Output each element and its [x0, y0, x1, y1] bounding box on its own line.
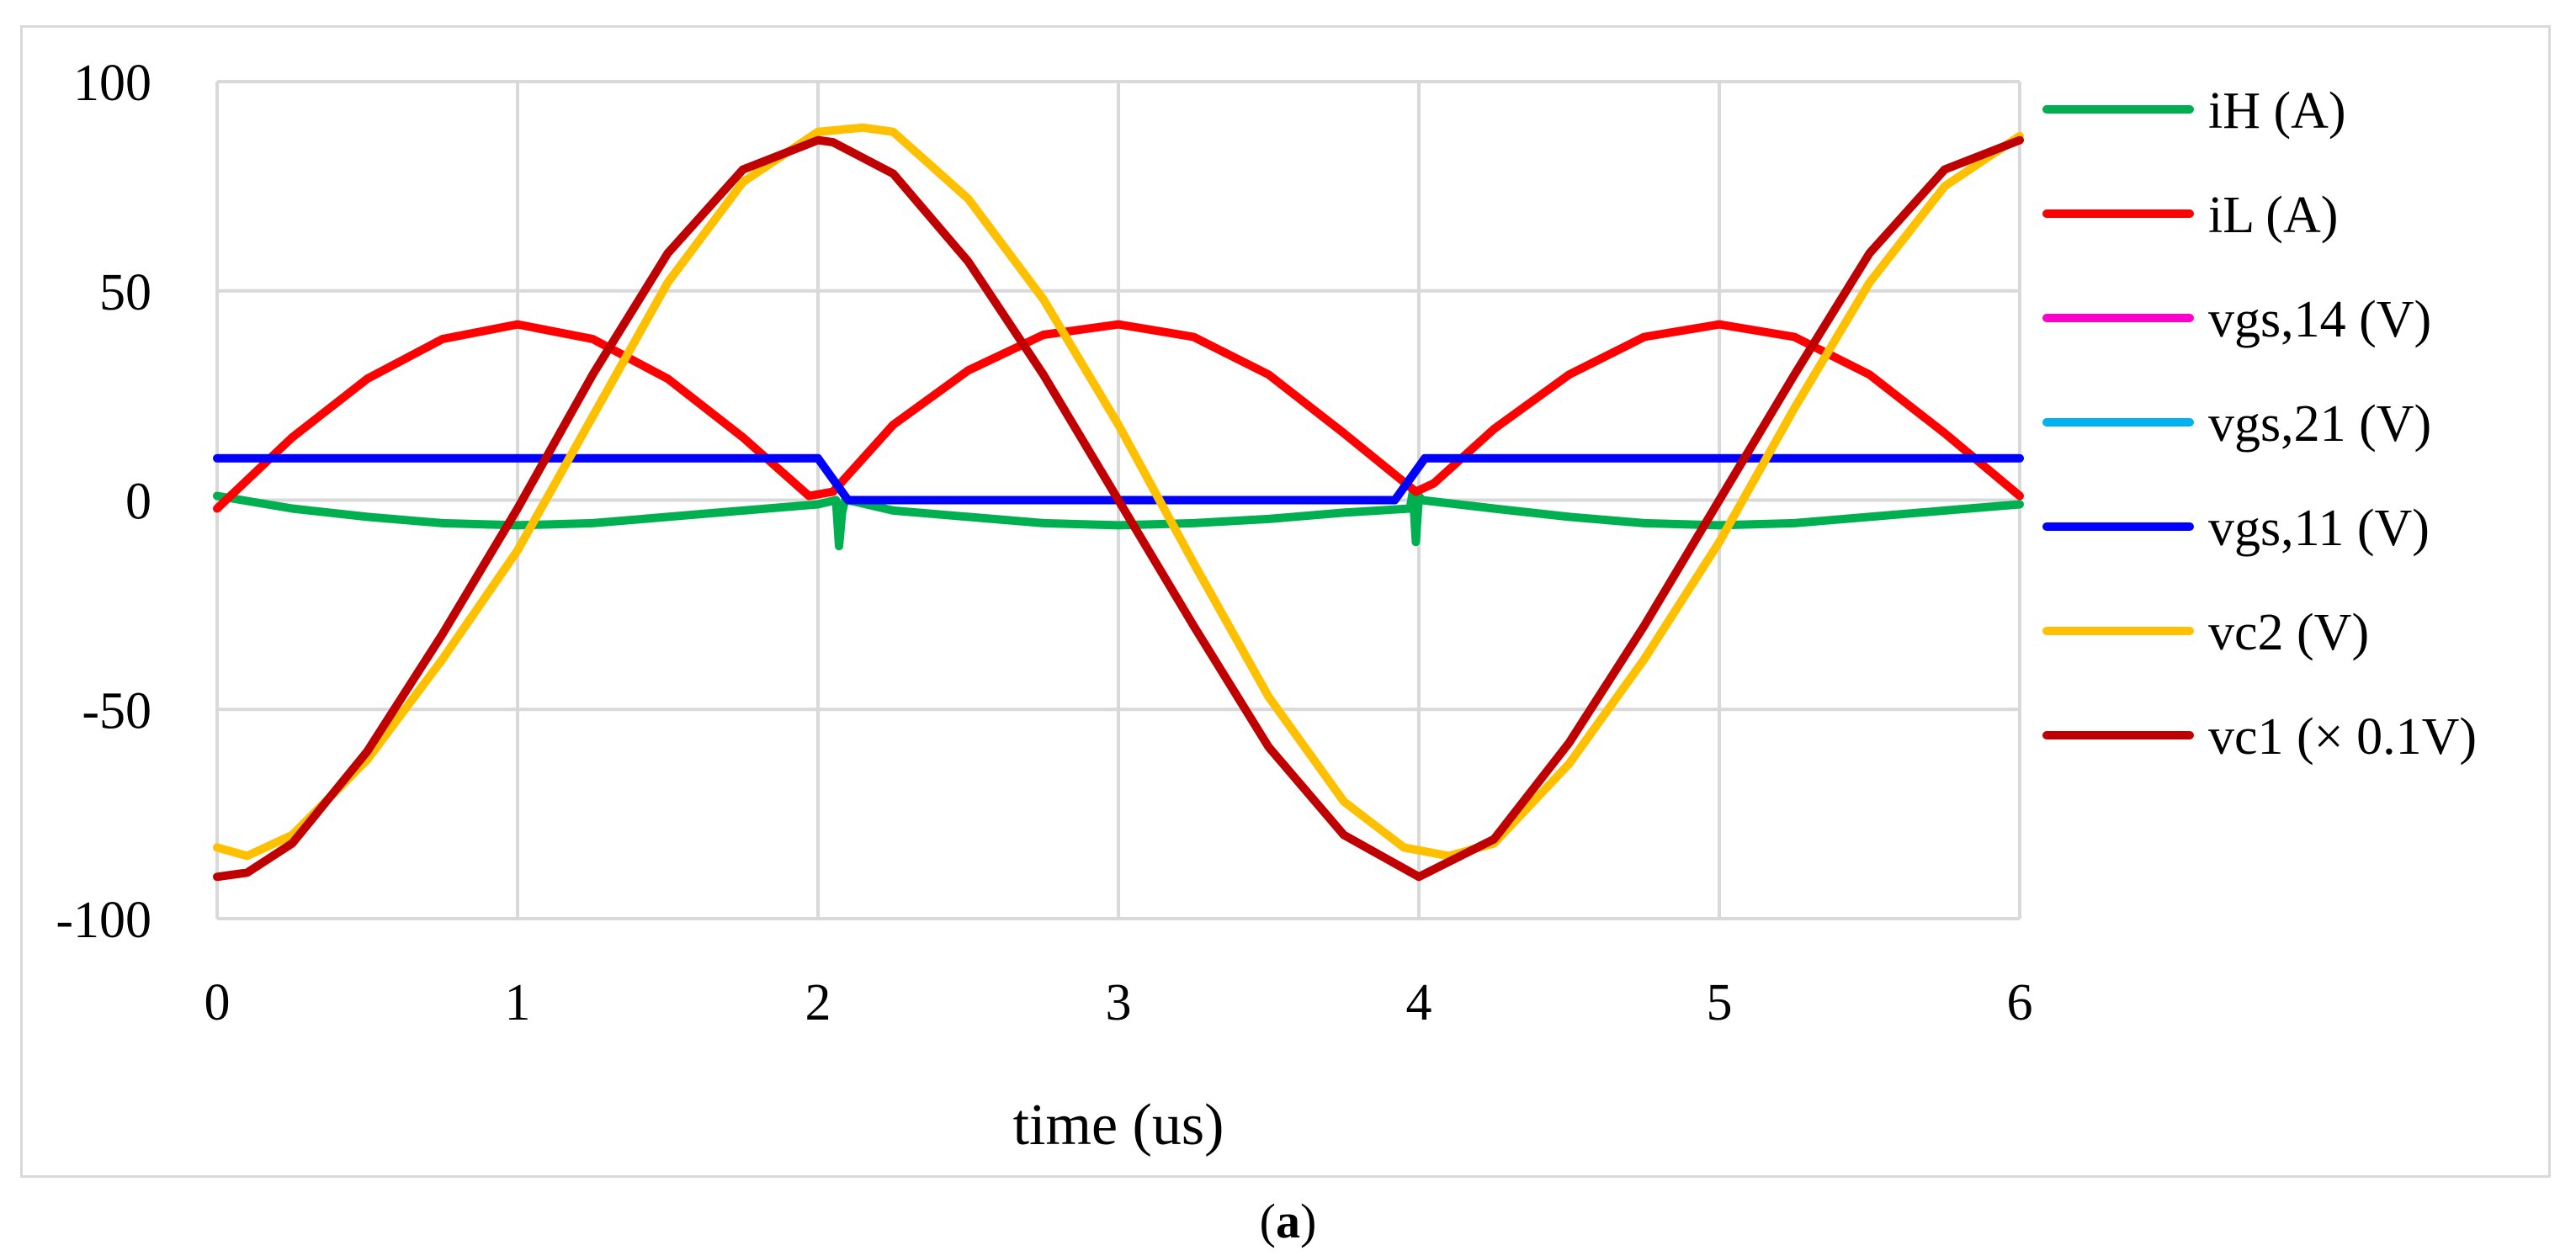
- tick-layer: 0 1 2 3 4 5 6 100 50 0 -50 -100: [56, 55, 2032, 1031]
- series-line-1: [213, 320, 2024, 513]
- series-line-6: [213, 135, 2024, 882]
- x-tick-label-1: 1: [505, 974, 531, 1031]
- legend-label-3: vgs,21 (V): [2208, 395, 2431, 453]
- x-axis-title: time (us): [1013, 1093, 1224, 1158]
- x-tick-label-5: 5: [1707, 974, 1733, 1031]
- y-tick-label-4: -100: [56, 892, 151, 949]
- figure-caption: (a): [1259, 1194, 1317, 1248]
- legend-label-0: iH (A): [2208, 82, 2346, 140]
- series-layer: [213, 123, 2024, 882]
- y-tick-label-1: 50: [99, 264, 151, 321]
- x-tick-label-2: 2: [805, 974, 831, 1031]
- legend-label-4: vgs,11 (V): [2208, 500, 2430, 557]
- caption-label: a: [1276, 1194, 1300, 1248]
- x-tick-label-3: 3: [1106, 974, 1132, 1031]
- series-line-0: [213, 487, 2024, 551]
- legend-label-5: vc2 (V): [2208, 604, 2369, 661]
- y-tick-label-3: -50: [82, 682, 151, 739]
- y-tick-label-2: 0: [125, 474, 151, 531]
- x-tick-label-0: 0: [204, 974, 231, 1031]
- legend-label-6: vc1 (× 0.1V): [2208, 708, 2477, 766]
- legend: iH (A) iL (A) vgs,14 (V) vgs,21 (V) vgs,11 (…: [2042, 82, 2477, 766]
- x-tick-label-6: 6: [2007, 974, 2033, 1031]
- legend-label-1: iL (A): [2208, 187, 2338, 244]
- y-tick-label-0: 100: [73, 55, 151, 112]
- x-tick-label-4: 4: [1406, 974, 1432, 1031]
- legend-label-2: vgs,14 (V): [2208, 291, 2431, 348]
- series-line-5: [213, 123, 2024, 861]
